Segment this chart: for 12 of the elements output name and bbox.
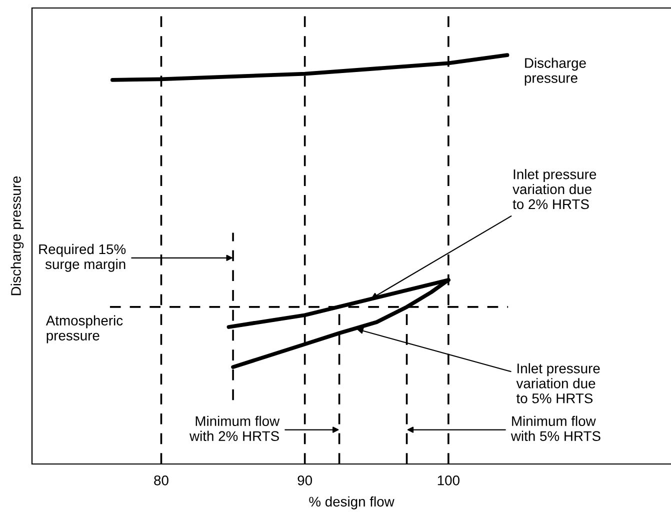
- x-tick-label: 80: [154, 475, 168, 486]
- annotation: Inlet pressure variation due to 2% HRTS: [512, 169, 596, 210]
- x-tick-label: 90: [298, 475, 312, 486]
- x-axis-title: % design flow: [309, 496, 394, 510]
- y-axis-title: Discharge pressure: [10, 176, 24, 296]
- ref-line-label: Atmospheric pressure: [46, 315, 123, 344]
- x-tick-label: 100: [438, 475, 460, 486]
- annotation: Inlet pressure variation due to 5% HRTS: [516, 363, 600, 404]
- ref-line-label: Required 15% surge margin: [39, 244, 126, 272]
- series-label: Discharge pressure: [524, 58, 586, 86]
- ref-line-label: Minimum flow with 5% HRTS: [510, 416, 600, 442]
- ref-line-label: Minimum flow with 2% HRTS: [190, 416, 280, 442]
